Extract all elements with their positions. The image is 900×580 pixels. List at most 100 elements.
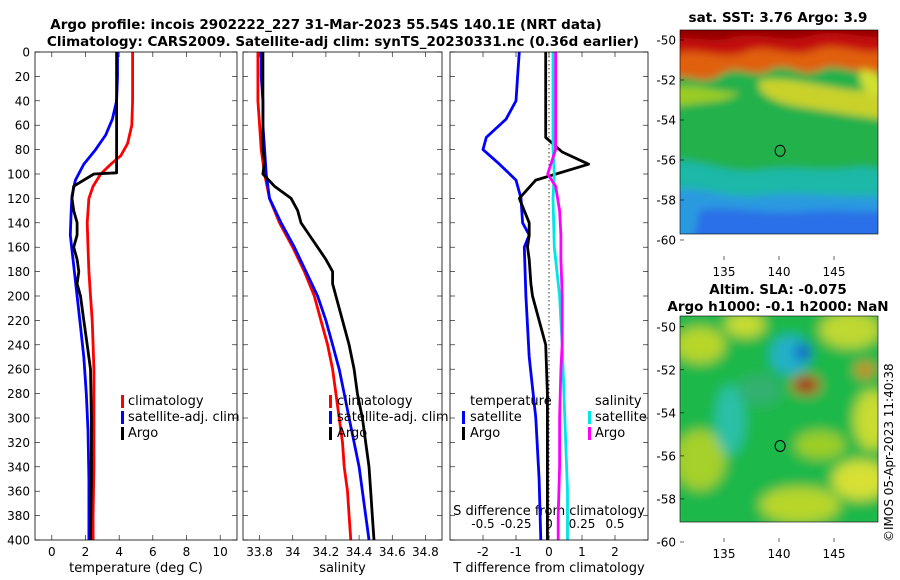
sst-map-title: sat. SST: 3.76 Argo: 3.9 <box>689 10 868 26</box>
map-y-tick-label: -52 <box>656 363 676 377</box>
legend-label-argo: Argo <box>337 426 367 441</box>
map-x-tick-label: 140 <box>768 547 791 561</box>
x-tick-label: 0 <box>48 545 56 559</box>
x-tick-label: 34.6 <box>379 545 406 559</box>
legend-swatch-argo <box>121 427 124 440</box>
legend-label-satellite: satellite-adj. clim <box>128 410 240 425</box>
map-y-tick-label: -50 <box>656 34 676 48</box>
temperature-legend: climatology satellite-adj. clim Argo <box>121 394 240 441</box>
map-x-tick-label: 145 <box>823 547 846 561</box>
figure-title-line1: Argo profile: incois 2902222_227 31-Mar-… <box>50 17 601 33</box>
series-line-climatology <box>256 52 353 541</box>
figure-title-line2: Climatology: CARS2009. Satellite-adj cli… <box>47 34 639 50</box>
y-tick-label: 100 <box>7 168 30 182</box>
difference-legend-salinity: salinity satellite Argo <box>588 394 647 441</box>
plot-background <box>35 52 237 540</box>
sla-map-image <box>680 316 878 522</box>
difference-panel: -2 -1 0 1 2 -0.5 -0.25 0 0.25 0.5S difference fro… <box>449 51 649 576</box>
legend-label-satellite: satellite-adj. clim <box>337 410 449 425</box>
y-tick-label: 60 <box>15 119 30 133</box>
y-tick-label: 120 <box>7 192 30 206</box>
difference-legend-temperature: temperature satellite Argo <box>462 394 552 441</box>
map-y-tick-label: -50 <box>656 320 676 334</box>
map-x-tick-label: 140 <box>768 265 791 279</box>
x-tick-label: 34.2 <box>313 545 340 559</box>
legend-label-t-argo: Argo <box>470 426 500 441</box>
y-tick-label: 320 <box>7 436 30 450</box>
map-y-tick-label: -56 <box>656 449 676 463</box>
imos-timestamp: ©IMOS 05-Apr-2023 11:40:38 <box>882 363 896 542</box>
x-tick-label: 6 <box>149 545 157 559</box>
legend-swatch-s-argo <box>588 427 591 440</box>
x-tick-label: 34 <box>285 545 300 559</box>
plot-frame <box>242 51 443 541</box>
y-tick-label: 140 <box>7 216 30 230</box>
legend-label-s-satellite: satellite <box>595 410 647 425</box>
x-tick-label: 33.8 <box>246 545 273 559</box>
legend-swatch-s-satellite <box>588 411 591 424</box>
s-tick-label: -0.5 <box>471 517 494 531</box>
sst-map-frame <box>679 29 879 235</box>
x-axis-label: salinity <box>319 561 366 576</box>
legend-title-temperature: temperature <box>470 394 552 409</box>
series-line-argo <box>70 52 118 541</box>
y-tick-label: 200 <box>7 290 30 304</box>
argo-position-marker <box>774 440 786 453</box>
x-tick-label: 4 <box>115 545 123 559</box>
s-tick-label: 0.5 <box>605 517 624 531</box>
legend-swatch-argo <box>329 427 332 440</box>
plot-frame <box>34 51 238 541</box>
x-axis-label: temperature (deg C) <box>69 561 203 576</box>
y-tick-label: 240 <box>7 338 30 352</box>
legend-label-climatology: climatology <box>128 394 204 409</box>
y-tick-label: 40 <box>15 94 30 108</box>
legend-label-s-argo: Argo <box>595 426 625 441</box>
map-y-tick-label: -60 <box>656 234 676 248</box>
x-tick-label: 34.4 <box>346 545 373 559</box>
series-line-climatology <box>85 52 134 540</box>
legend-swatch-climatology <box>329 395 332 408</box>
legend-swatch-satellite <box>329 411 332 424</box>
map-y-tick-label: -60 <box>656 536 676 550</box>
x-tick-label: 0 <box>545 545 553 559</box>
sla-map-title-line1: Altim. SLA: -0.075 <box>709 282 846 298</box>
map-y-tick-label: -54 <box>656 114 676 128</box>
y-tick-label: 260 <box>7 363 30 377</box>
map-x-tick-label: 145 <box>823 265 846 279</box>
y-tick-label: 400 <box>7 534 30 548</box>
y-tick-label: 20 <box>15 70 30 84</box>
legend-label-argo: Argo <box>128 426 158 441</box>
legend-label-t-satellite: satellite <box>470 410 522 425</box>
series-line-t-argo <box>517 52 590 540</box>
s-axis-title: S difference from climatology <box>453 504 645 519</box>
x-tick-label: -2 <box>477 545 489 559</box>
s-tick-label: 0.25 <box>569 517 596 531</box>
x-tick-label: 34.8 <box>412 545 439 559</box>
legend-label-climatology: climatology <box>337 394 413 409</box>
map-y-tick-label: -58 <box>656 492 676 506</box>
y-tick-label: 220 <box>7 314 30 328</box>
legend-title-salinity: salinity <box>595 394 642 409</box>
sst-map: sat. SST: 3.76 Argo: 3.9 135 140 145 -50 -52… <box>656 10 879 279</box>
y-tick-label: 80 <box>15 143 30 157</box>
y-tick-label: 160 <box>7 241 30 255</box>
map-y-tick-label: -56 <box>656 154 676 168</box>
series-line-s-argo <box>546 52 564 540</box>
x-axis-label: T difference from climatology <box>452 561 645 576</box>
salinity-panel: 33.8 34 34.2 34.4 34.6 34.8 salinity <box>242 51 443 576</box>
plot-background <box>243 52 442 540</box>
y-tick-label: 360 <box>7 485 30 499</box>
sla-map-frame <box>679 315 879 523</box>
x-tick-label: 1 <box>578 545 586 559</box>
y-tick-label: 280 <box>7 387 30 401</box>
map-y-tick-label: -54 <box>656 406 676 420</box>
x-tick-label: 10 <box>213 545 228 559</box>
sla-map: Altim. SLA: -0.075 Argo h1000: -0.1 h200… <box>656 282 888 561</box>
argo-position-marker <box>774 144 786 157</box>
y-tick-label: 300 <box>7 412 30 426</box>
s-tick-label: -0.25 <box>500 517 531 531</box>
x-tick-label: 2 <box>82 545 90 559</box>
sst-map-image <box>680 30 878 234</box>
sla-map-title-line2: Argo h1000: -0.1 h2000: NaN <box>667 299 888 315</box>
